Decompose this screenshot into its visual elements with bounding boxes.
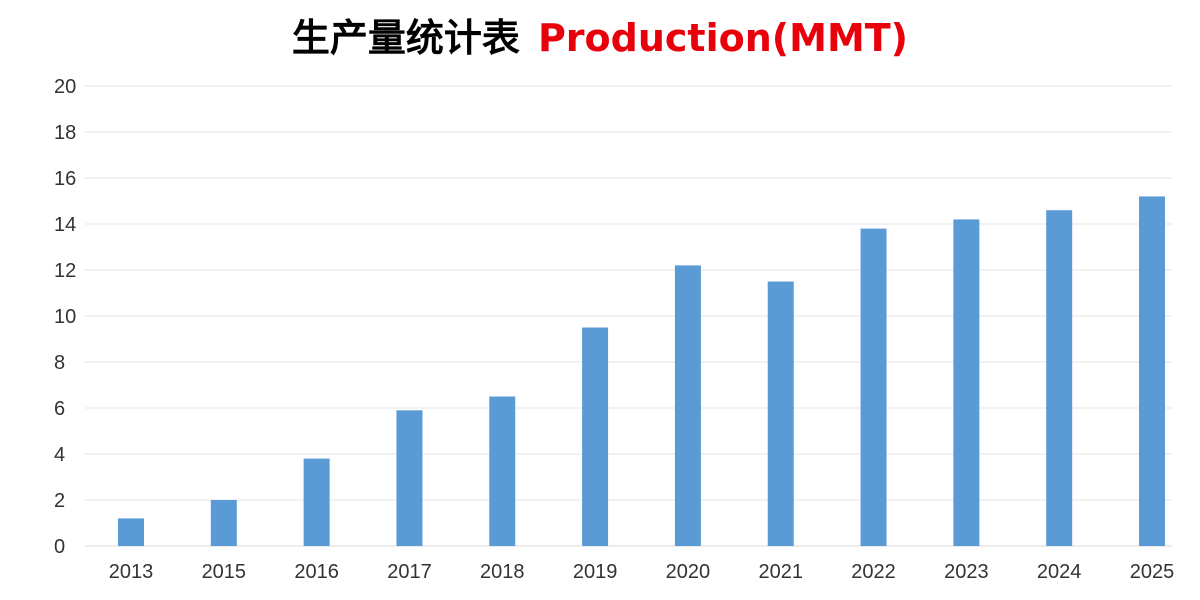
y-tick-label-2: 2 xyxy=(54,490,65,512)
x-tick-label-2024: 2024 xyxy=(1037,561,1082,583)
bar-2025 xyxy=(1139,196,1165,546)
x-tick-label-2017: 2017 xyxy=(387,561,432,583)
y-tick-label-20: 20 xyxy=(54,76,76,98)
x-tick-label-2018: 2018 xyxy=(480,561,525,583)
bar-2021 xyxy=(767,281,794,546)
x-tick-label-2025: 2025 xyxy=(1130,561,1175,583)
x-tick-label-2023: 2023 xyxy=(944,561,989,583)
y-tick-label-18: 18 xyxy=(54,122,76,144)
chart-title-chinese: 生产量统计表 xyxy=(291,16,520,60)
x-tick-label-2022: 2022 xyxy=(851,561,896,583)
y-tick-label-0: 0 xyxy=(54,536,65,558)
bar-2018 xyxy=(489,396,516,546)
x-tick-label-2013: 2013 xyxy=(109,561,154,583)
y-tick-label-4: 4 xyxy=(54,444,65,466)
bar-2019 xyxy=(582,327,609,546)
bar-2023 xyxy=(953,219,980,546)
grid-lines xyxy=(85,85,1172,547)
y-tick-label-16: 16 xyxy=(54,168,76,190)
y-tick-label-10: 10 xyxy=(54,306,76,328)
x-tick-label-2016: 2016 xyxy=(294,561,339,583)
bar-2013 xyxy=(118,518,144,546)
bars xyxy=(118,196,1165,546)
y-axis-ticks: 0 2 4 6 8 10 12 14 16 18 20 xyxy=(54,76,76,558)
x-tick-label-2015: 2015 xyxy=(202,561,247,583)
y-tick-label-12: 12 xyxy=(54,260,76,282)
bar-2016 xyxy=(303,458,330,546)
bar-2020 xyxy=(674,265,701,546)
x-axis-ticks: 2013 2015 2016 2017 2018 2019 2020 2021 2022 2023… xyxy=(109,561,1175,583)
chart-title-english: Production(MMT) xyxy=(537,16,909,60)
bar-2022 xyxy=(860,228,887,546)
bar-2017 xyxy=(396,410,423,546)
x-tick-label-2020: 2020 xyxy=(666,561,711,583)
x-tick-label-2021: 2021 xyxy=(758,561,803,583)
bar-2024 xyxy=(1046,210,1073,546)
y-tick-label-14: 14 xyxy=(54,214,76,236)
bar-2015 xyxy=(210,500,237,546)
chart-title: 生产量统计表 Production(MMT) xyxy=(0,10,1200,66)
y-tick-label-6: 6 xyxy=(54,398,65,420)
y-tick-label-8: 8 xyxy=(54,352,65,374)
x-tick-label-2019: 2019 xyxy=(573,561,618,583)
